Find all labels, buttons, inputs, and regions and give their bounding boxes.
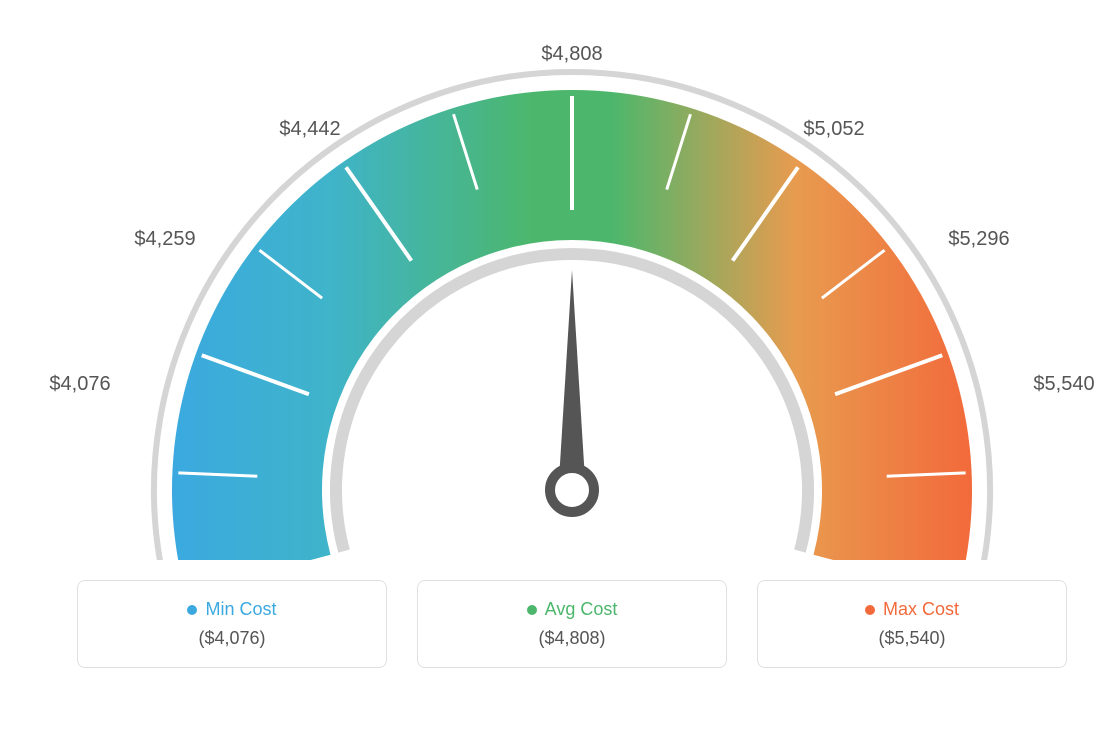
legend-value-min: ($4,076) bbox=[98, 628, 366, 649]
tick-label: $4,442 bbox=[279, 118, 340, 140]
legend-value-avg: ($4,808) bbox=[438, 628, 706, 649]
legend-label-avg: Avg Cost bbox=[545, 599, 618, 620]
legend-title-min: Min Cost bbox=[187, 599, 276, 620]
legend-label-min: Min Cost bbox=[205, 599, 276, 620]
legend-title-max: Max Cost bbox=[865, 599, 959, 620]
legend-dot-min bbox=[187, 605, 197, 615]
tick-label: $5,296 bbox=[948, 228, 1009, 250]
tick-label: $5,052 bbox=[803, 118, 864, 140]
legend-label-max: Max Cost bbox=[883, 599, 959, 620]
tick-label: $4,259 bbox=[134, 228, 195, 250]
legend-dot-avg bbox=[527, 605, 537, 615]
legend-value-max: ($5,540) bbox=[778, 628, 1046, 649]
legend-row: Min Cost ($4,076) Avg Cost ($4,808) Max … bbox=[20, 580, 1104, 668]
legend-title-avg: Avg Cost bbox=[527, 599, 618, 620]
gauge-svg: $4,076 $4,259 $4,442 $4,808 $5,052 $5,296 $5,5… bbox=[20, 20, 1104, 560]
tick-label: $5,540 bbox=[1033, 373, 1094, 395]
gauge-area: $4,076 $4,259 $4,442 $4,808 $5,052 $5,296 $5,5… bbox=[20, 20, 1104, 570]
legend-card-min: Min Cost ($4,076) bbox=[77, 580, 387, 668]
cost-gauge-widget: $4,076 $4,259 $4,442 $4,808 $5,052 $5,296 $5,5… bbox=[20, 20, 1104, 710]
legend-card-max: Max Cost ($5,540) bbox=[757, 580, 1067, 668]
legend-card-avg: Avg Cost ($4,808) bbox=[417, 580, 727, 668]
gauge-needle bbox=[550, 270, 594, 512]
tick-label: $4,808 bbox=[541, 43, 602, 65]
legend-dot-max bbox=[865, 605, 875, 615]
tick-label: $4,076 bbox=[49, 373, 110, 395]
